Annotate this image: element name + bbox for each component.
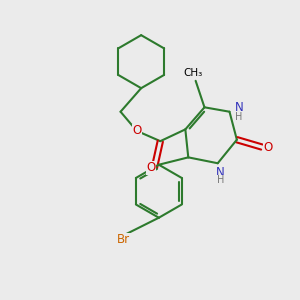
Text: H: H [217,175,224,185]
Text: CH₃: CH₃ [183,68,202,78]
Text: O: O [132,124,141,137]
Text: N: N [235,101,243,114]
Text: O: O [263,141,272,154]
Text: N: N [216,166,225,179]
Text: H: H [235,112,243,122]
Text: O: O [146,161,155,174]
Text: Br: Br [117,233,130,246]
